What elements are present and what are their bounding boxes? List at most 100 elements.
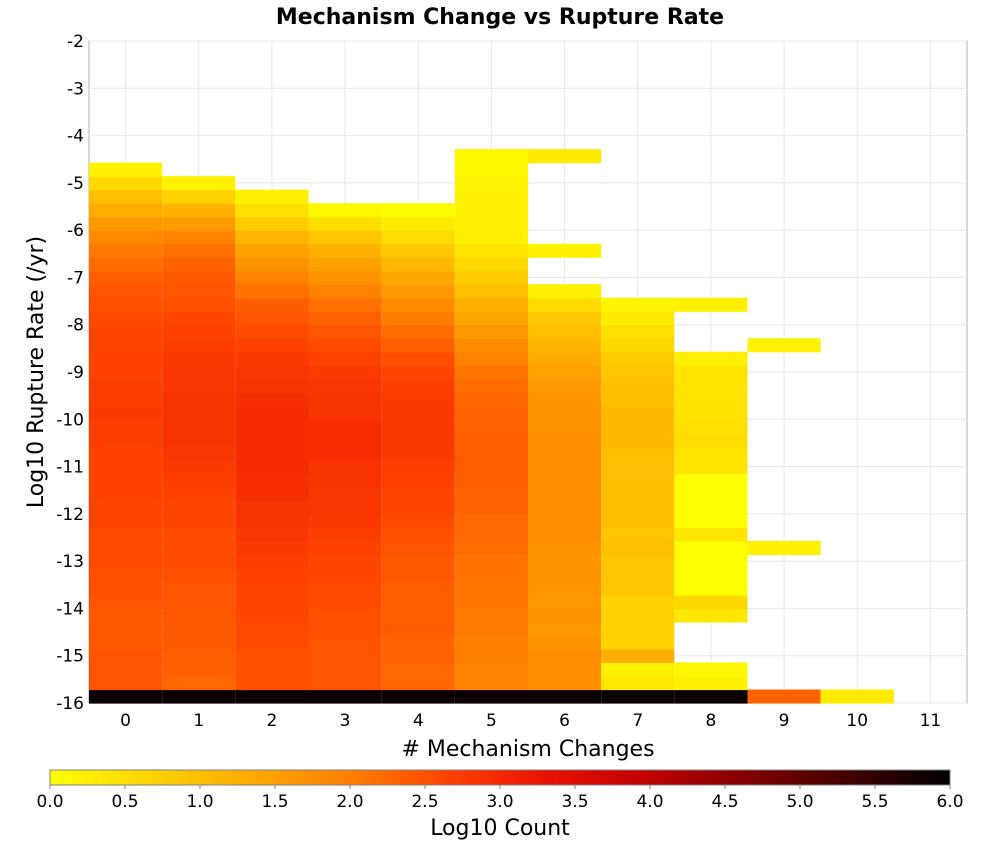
- heatmap-cell: [381, 581, 455, 596]
- heatmap-cell: [235, 581, 309, 596]
- heatmap-cell: [674, 297, 748, 312]
- heatmap-cell: [162, 635, 236, 650]
- heatmap-cell: [308, 554, 382, 569]
- heatmap-cell: [601, 338, 675, 353]
- heatmap-cell: [162, 486, 236, 501]
- x-tick-label: 6: [559, 711, 570, 731]
- y-tick-label: -11: [56, 458, 84, 478]
- heatmap-cell: [308, 500, 382, 515]
- heatmap-cell: [528, 365, 602, 380]
- heatmap-cell: [308, 662, 382, 677]
- heatmap-cell: [235, 648, 309, 664]
- heatmap-cell: [381, 459, 455, 474]
- heatmap-cell: [381, 621, 455, 637]
- heatmap-cell: [89, 648, 163, 664]
- heatmap-cell: [674, 405, 748, 420]
- heatmap-cell: [454, 621, 528, 637]
- heatmap-cell: [528, 243, 602, 258]
- heatmap-cell: [674, 675, 748, 691]
- heatmap-cell: [454, 351, 528, 366]
- heatmap-cell: [528, 149, 602, 164]
- x-axis-ticks: 0 1 2 3 4 5 6 7 8 9 10 11: [120, 711, 941, 731]
- heatmap-cell: [308, 635, 382, 650]
- heatmap-cell: [381, 500, 455, 515]
- heatmap-cell: [235, 594, 309, 610]
- colorbar-tick-label: 4.0: [636, 792, 663, 812]
- heatmap-cell: [601, 567, 675, 583]
- heatmap-cell: [601, 446, 675, 461]
- heatmap-cell: [235, 297, 309, 312]
- heatmap-cell: [162, 297, 236, 312]
- heatmap-cell: [601, 635, 675, 650]
- heatmap-cell: [381, 311, 455, 326]
- heatmap-cell: [162, 216, 236, 231]
- heatmap-cell: [89, 324, 163, 339]
- heatmap-cell: [89, 567, 163, 583]
- heatmap-cell: [308, 581, 382, 596]
- heatmap-cell: [528, 284, 602, 299]
- colorbar-tick-label: 5.0: [786, 792, 813, 812]
- heatmap-cell: [381, 432, 455, 447]
- heatmap-cell: [308, 648, 382, 664]
- heatmap-cell: [162, 554, 236, 569]
- heatmap-cell: [454, 365, 528, 380]
- heatmap-cell: [308, 486, 382, 501]
- heatmap-cell: [235, 540, 309, 555]
- heatmap-cell: [308, 419, 382, 434]
- heatmap-cell: [528, 324, 602, 339]
- heatmap-cell: [454, 581, 528, 596]
- heatmap-cell: [381, 324, 455, 339]
- heatmap-cell: [674, 459, 748, 474]
- x-tick-label: 5: [486, 711, 497, 731]
- heatmap-cell: [381, 297, 455, 312]
- heatmap-cell: [454, 527, 528, 542]
- heatmap-cell: [528, 554, 602, 569]
- heatmap-cell: [674, 594, 748, 610]
- heatmap-cell: [162, 500, 236, 515]
- heatmap-cell: [89, 486, 163, 501]
- heatmap-cell: [674, 486, 748, 501]
- heatmap-cell: [454, 324, 528, 339]
- heatmap-cell: [454, 311, 528, 326]
- heatmap-cell: [89, 230, 163, 245]
- heatmap-cell: [235, 338, 309, 353]
- heatmap-cell: [601, 392, 675, 407]
- heatmap-cell: [89, 392, 163, 407]
- heatmap-cell: [89, 662, 163, 677]
- y-tick-label: -15: [56, 647, 84, 667]
- heatmap-cell: [162, 378, 236, 393]
- heatmap-cell: [601, 473, 675, 488]
- heatmap-cell: [162, 338, 236, 353]
- heatmap-cell: [528, 446, 602, 461]
- heatmap-cell: [454, 689, 528, 704]
- heatmap-cell: [601, 513, 675, 528]
- heatmap-cell: [601, 297, 675, 312]
- heatmap-cell: [747, 540, 821, 555]
- heatmap-cell: [235, 635, 309, 650]
- heatmap-cell: [601, 689, 675, 704]
- heatmap-cell: [454, 635, 528, 650]
- y-tick-label: -9: [67, 363, 84, 383]
- heatmap-cell: [454, 486, 528, 501]
- heatmap-cell: [381, 243, 455, 258]
- heatmap-cell: [235, 365, 309, 380]
- heatmap-cell: [235, 270, 309, 285]
- heatmap-cell: [235, 230, 309, 245]
- heatmap-cell: [381, 540, 455, 555]
- x-tick-label: 4: [413, 711, 424, 731]
- heatmap-cell: [528, 486, 602, 501]
- heatmap-cell: [308, 567, 382, 583]
- heatmap-cell: [162, 675, 236, 691]
- heatmap-cell: [454, 405, 528, 420]
- heatmap-cell: [235, 513, 309, 528]
- heatmap-cell: [308, 432, 382, 447]
- heatmap-cell: [674, 419, 748, 434]
- heatmap-cell: [308, 297, 382, 312]
- heatmap-cell: [162, 176, 236, 191]
- heatmap-cell: [528, 432, 602, 447]
- heatmap-cell: [454, 459, 528, 474]
- colorbar-tick-label: 0.0: [36, 792, 63, 812]
- heatmap-cell: [674, 662, 748, 677]
- heatmap-cell: [89, 500, 163, 515]
